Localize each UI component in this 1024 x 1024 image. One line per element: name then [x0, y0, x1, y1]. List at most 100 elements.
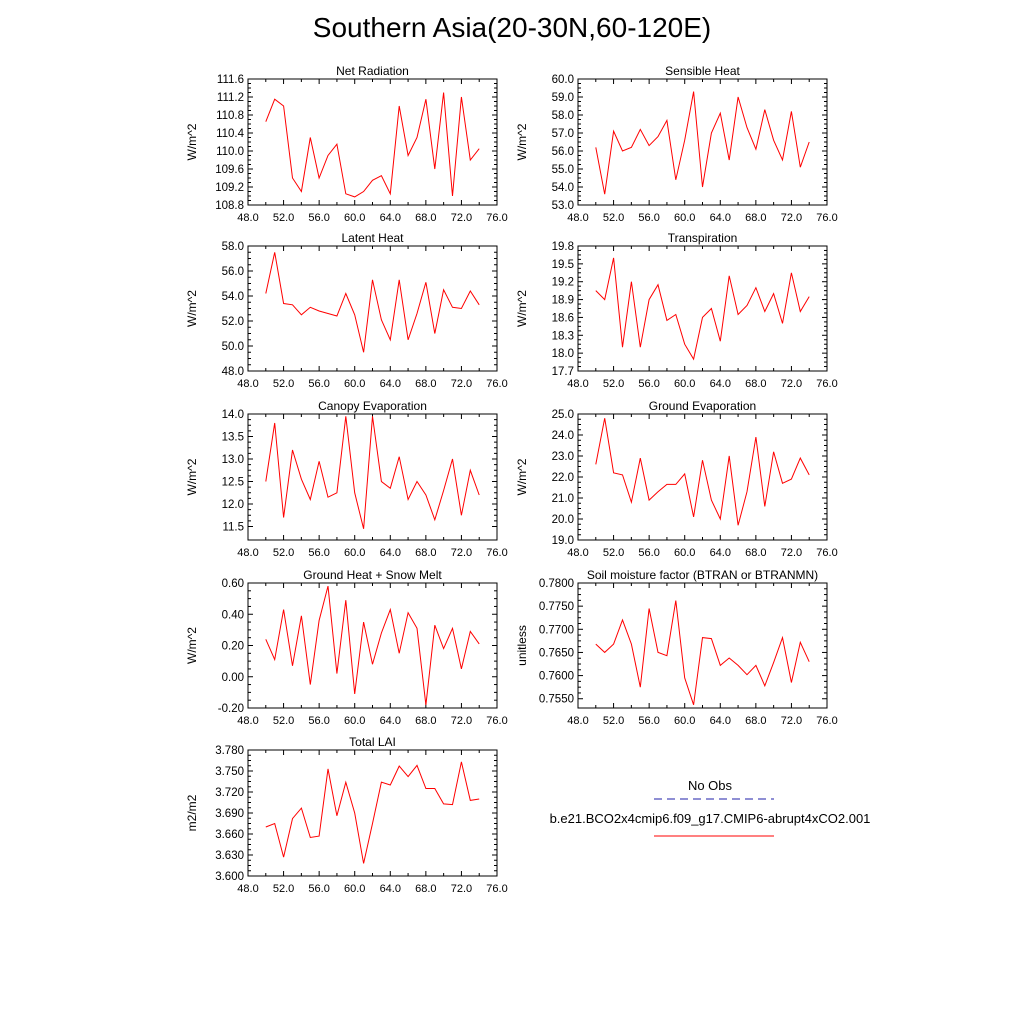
- x-tick-label: 52.0: [273, 883, 294, 895]
- x-tick-label: 60.0: [674, 715, 695, 727]
- x-tick-label: 76.0: [486, 378, 507, 390]
- y-axis-label: W/m^2: [185, 290, 199, 327]
- x-tick-label: 72.0: [781, 212, 802, 224]
- y-tick-label: 58.0: [552, 110, 574, 122]
- y-tick-label: 13.0: [222, 454, 244, 466]
- x-tick-label: 76.0: [816, 547, 837, 559]
- x-tick-label: 72.0: [781, 715, 802, 727]
- plot-frame: [247, 413, 498, 541]
- y-tick-label: 109.2: [215, 182, 244, 194]
- y-tick-label: 3.750: [215, 766, 244, 778]
- y-tick-label: 111.2: [217, 92, 244, 104]
- y-tick-label: 11.5: [222, 522, 244, 534]
- plot-frame: [577, 582, 828, 709]
- y-tick-label: 0.00: [222, 672, 244, 684]
- y-axis-label: W/m^2: [515, 458, 529, 495]
- y-tick-label: 21.0: [552, 493, 574, 505]
- y-tick-label: 0.20: [222, 641, 244, 653]
- y-tick-label: 52.0: [222, 316, 244, 328]
- y-tick-label: 109.6: [215, 164, 244, 176]
- chart-panel: Net Radiation 48.0 52.0 56.0 60.0 64.0 68.0 72.…: [185, 64, 508, 224]
- chart-panel: Total LAI 48.0 52.0 56.0 60.0 64.0 68.0 72.0 76.…: [185, 735, 508, 895]
- x-tick-label: 72.0: [451, 378, 472, 390]
- x-tick-label: 68.0: [745, 378, 766, 390]
- x-tick-label: 64.0: [710, 212, 731, 224]
- y-tick-label: 56.0: [222, 266, 244, 278]
- y-tick-label: 13.5: [222, 432, 244, 444]
- y-tick-label: 19.0: [552, 535, 574, 547]
- y-tick-label: 108.8: [215, 200, 244, 212]
- panel-title: Transpiration: [668, 231, 738, 245]
- y-tick-label: 48.0: [222, 366, 244, 378]
- panel-title: Net Radiation: [336, 64, 409, 78]
- x-tick-label: 52.0: [273, 212, 294, 224]
- y-tick-label: 59.0: [552, 92, 574, 104]
- x-tick-label: 76.0: [486, 547, 507, 559]
- x-tick-label: 56.0: [308, 378, 329, 390]
- x-tick-label: 68.0: [415, 715, 436, 727]
- y-tick-label: 110.0: [216, 146, 244, 158]
- x-tick-label: 56.0: [308, 212, 329, 224]
- y-tick-label: -0.20: [218, 703, 244, 715]
- y-tick-label: 19.8: [552, 241, 574, 253]
- y-tick-label: 111.6: [217, 74, 244, 86]
- x-tick-label: 60.0: [344, 883, 365, 895]
- y-tick-label: 53.0: [552, 200, 574, 212]
- x-tick-label: 72.0: [451, 547, 472, 559]
- plot-frame: [577, 413, 828, 541]
- y-axis-label: W/m^2: [185, 627, 199, 664]
- legend-case-line: [654, 835, 774, 837]
- panel-title: Ground Heat + Snow Melt: [303, 568, 442, 582]
- x-tick-label: 64.0: [710, 715, 731, 727]
- y-tick-label: 0.7800: [539, 578, 574, 590]
- series-line: [595, 600, 810, 705]
- x-tick-label: 56.0: [638, 212, 659, 224]
- y-tick-label: 54.0: [222, 291, 244, 303]
- x-tick-label: 68.0: [415, 378, 436, 390]
- y-tick-label: 3.660: [215, 829, 244, 841]
- chart-panel: Latent Heat 48.0 52.0 56.0 60.0 64.0 68.0 72.0 7…: [185, 231, 508, 390]
- panel-title: Latent Heat: [341, 231, 404, 245]
- x-tick-label: 60.0: [344, 212, 365, 224]
- y-tick-label: 23.0: [552, 451, 574, 463]
- x-tick-label: 68.0: [415, 547, 436, 559]
- y-tick-label: 0.60: [222, 578, 244, 590]
- x-tick-label: 56.0: [308, 547, 329, 559]
- y-axis-label: W/m^2: [185, 458, 199, 495]
- y-tick-label: 0.7750: [539, 601, 574, 613]
- page-title: Southern Asia(20-30N,60-120E): [312, 12, 712, 43]
- y-tick-label: 60.0: [552, 74, 574, 86]
- series-line: [595, 257, 810, 361]
- x-tick-label: 72.0: [781, 378, 802, 390]
- y-tick-label: 18.9: [552, 295, 574, 307]
- x-tick-label: 56.0: [638, 378, 659, 390]
- series-line: [265, 92, 480, 198]
- series-line: [595, 91, 810, 195]
- plot-frame: [247, 582, 498, 709]
- y-tick-label: 12.5: [222, 477, 244, 489]
- y-tick-label: 14.0: [222, 409, 244, 421]
- y-tick-label: 58.0: [222, 241, 244, 253]
- y-tick-label: 25.0: [552, 409, 574, 421]
- x-tick-label: 60.0: [674, 378, 695, 390]
- x-tick-label: 68.0: [745, 212, 766, 224]
- x-tick-label: 64.0: [380, 378, 401, 390]
- x-tick-label: 48.0: [237, 883, 258, 895]
- y-tick-label: 56.0: [552, 146, 574, 158]
- x-tick-label: 76.0: [816, 715, 837, 727]
- y-tick-label: 3.600: [215, 871, 244, 883]
- x-tick-label: 64.0: [380, 715, 401, 727]
- x-tick-label: 76.0: [486, 212, 507, 224]
- y-axis-label: W/m^2: [515, 290, 529, 327]
- chart-panel: Ground Heat + Snow Melt 48.0 52.0 56.0 60.0 6…: [185, 568, 508, 727]
- panel-title: Soil moisture factor (BTRAN or BTRANMN): [587, 568, 818, 582]
- x-tick-label: 48.0: [237, 715, 258, 727]
- x-tick-label: 60.0: [344, 378, 365, 390]
- legend: No Obs b.e21.BCO2x4cmip6.f09_g17.CMIP6-a…: [530, 778, 890, 843]
- y-tick-label: 0.7600: [539, 671, 574, 683]
- y-axis-label: m2/m2: [185, 794, 199, 831]
- x-tick-label: 52.0: [603, 547, 624, 559]
- panel-title: Total LAI: [349, 735, 396, 749]
- y-tick-label: 12.0: [222, 499, 244, 511]
